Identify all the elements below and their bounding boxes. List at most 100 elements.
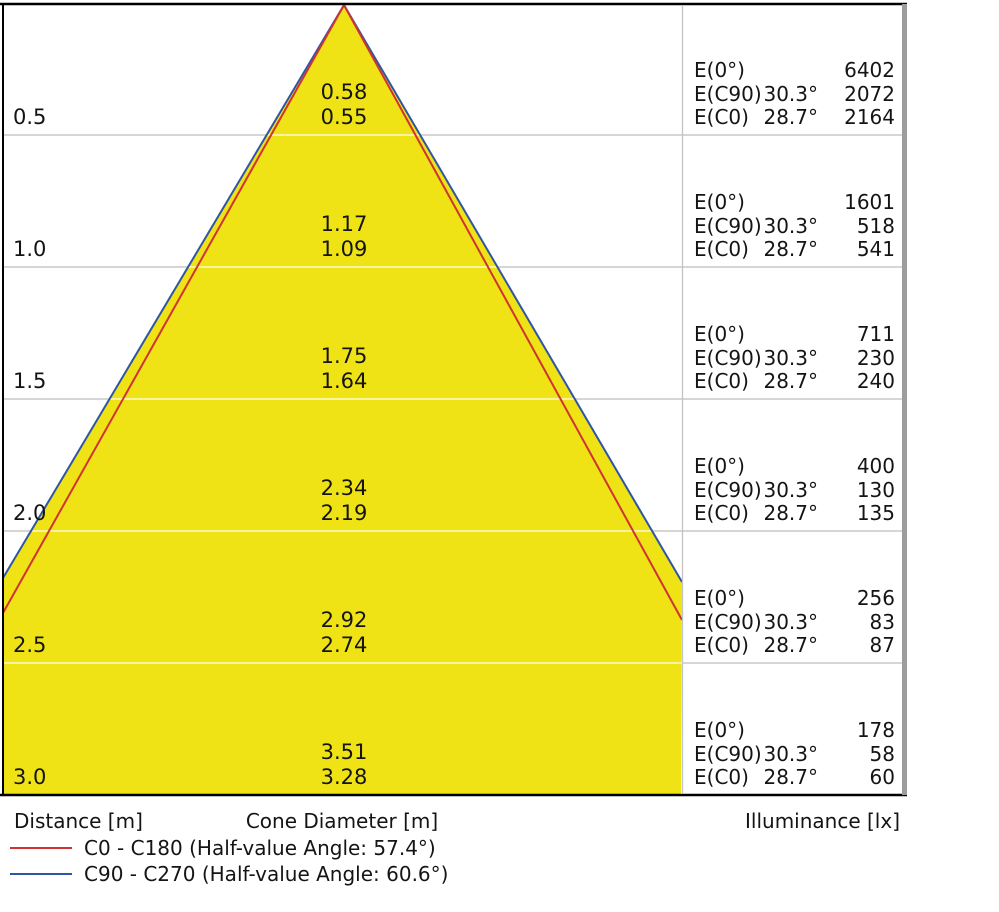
- measure-label-e0: E(0°): [694, 190, 745, 214]
- c0-c180-line-icon: [10, 847, 72, 849]
- measure-label-e0: E(0°): [694, 586, 745, 610]
- cone-diameter-values: 0.58 0.55: [274, 80, 414, 130]
- illuminance-e0-value: 711: [856, 322, 895, 346]
- angle-ec90-value: 30.3°: [763, 609, 818, 634]
- illuminance-measure-labels: E(0°) E(C90) E(C0): [694, 322, 794, 394]
- distance-axis-label: Distance [m]: [14, 809, 143, 833]
- half-angle-values: 30.3° 28.7°: [694, 323, 818, 394]
- angle-ec0-value: 28.7°: [763, 633, 818, 657]
- angle-ec90-value: 30.3°: [763, 81, 818, 106]
- illuminance-ec90-value: 2072: [844, 81, 895, 106]
- cone-diameter-axis-label: Cone Diameter [m]: [245, 809, 439, 833]
- illuminance-values: 1601 518 541: [694, 190, 895, 262]
- measure-label-ec90: E(C90): [694, 345, 762, 370]
- cone-diameter-c0-value: 0.55: [320, 105, 368, 129]
- cone-diameter-values: 1.75 1.64: [274, 344, 414, 394]
- legend-label-c0-c180: C0 - C180 (Half-value Angle: 57.4°): [84, 836, 436, 860]
- c90-c270-line-icon: [10, 873, 72, 875]
- illuminance-measure-labels: E(0°) E(C90) E(C0): [694, 58, 794, 130]
- illuminance-ec0-value: 2164: [844, 105, 895, 129]
- illuminance-values: 400 130 135: [694, 454, 895, 526]
- cone-diameter-c90-value: 2.92: [320, 608, 368, 632]
- illuminance-e0-value: 400: [856, 454, 895, 478]
- measure-label-ec0: E(C0): [694, 237, 749, 261]
- measure-label-ec0: E(C0): [694, 501, 749, 525]
- legend-item-c0-c180: C0 - C180 (Half-value Angle: 57.4°): [10, 835, 436, 861]
- illuminance-measure-labels: E(0°) E(C90) E(C0): [694, 454, 794, 526]
- angle-ec0-value: 28.7°: [763, 105, 818, 129]
- illuminance-ec0-value: 87: [869, 633, 895, 657]
- cone-diameter-values: 2.92 2.74: [274, 608, 414, 658]
- illuminance-values: 6402 2072 2164: [694, 58, 895, 130]
- measure-label-ec90: E(C90): [694, 741, 762, 766]
- distance-tick-label: 2.5: [13, 633, 47, 657]
- illuminance-ec90-value: 518: [856, 213, 895, 238]
- cone-diameter-c0-value: 2.74: [320, 633, 368, 657]
- angle-ec0-value: 28.7°: [763, 237, 818, 261]
- distance-tick-label: 1.0: [13, 237, 47, 261]
- angle-ec90-value: 30.3°: [763, 345, 818, 370]
- cone-diameter-c90-value: 2.34: [320, 476, 368, 500]
- cone-diameter-values: 1.17 1.09: [274, 212, 414, 262]
- distance-tick-label: 3.0: [13, 765, 47, 789]
- angle-ec90-value: 30.3°: [763, 741, 818, 766]
- illuminance-e0-value: 1601: [844, 190, 895, 214]
- illuminance-ec90-value: 230: [856, 345, 895, 370]
- measure-label-ec90: E(C90): [694, 609, 762, 634]
- measure-label-e0: E(0°): [694, 454, 745, 478]
- illuminance-axis-label: Illuminance [lx]: [745, 809, 900, 833]
- cone-diameter-c0-value: 2.19: [320, 501, 368, 525]
- angle-ec90-value: 30.3°: [763, 213, 818, 238]
- cone-diameter-c90-value: 1.17: [320, 212, 368, 236]
- measure-label-ec90: E(C90): [694, 213, 762, 238]
- angle-ec0-value: 28.7°: [763, 501, 818, 525]
- illuminance-measure-labels: E(0°) E(C90) E(C0): [694, 718, 794, 790]
- illuminance-ec90-value: 83: [869, 609, 895, 634]
- half-angle-values: 30.3° 28.7°: [694, 719, 818, 790]
- measure-label-e0: E(0°): [694, 718, 745, 742]
- cone-diameter-c0-value: 1.09: [320, 237, 368, 261]
- cone-chart-canvas: [0, 2, 907, 797]
- cone-diameter-c90-value: 3.51: [320, 740, 368, 764]
- illuminance-measure-labels: E(0°) E(C90) E(C0): [694, 586, 794, 658]
- cone-diameter-c0-value: 3.28: [320, 765, 368, 789]
- distance-tick-label: 2.0: [13, 501, 47, 525]
- cone-diameter-c90-value: 0.58: [320, 80, 368, 104]
- legend-item-c90-c270: C90 - C270 (Half-value Angle: 60.6°): [10, 861, 448, 887]
- measure-label-ec0: E(C0): [694, 633, 749, 657]
- half-angle-values: 30.3° 28.7°: [694, 587, 818, 658]
- illuminance-ec90-value: 130: [856, 477, 895, 502]
- measure-label-ec0: E(C0): [694, 765, 749, 789]
- cone-diameter-values: 2.34 2.19: [274, 476, 414, 526]
- illuminance-ec90-value: 58: [869, 741, 895, 766]
- cone-diameter-c90-value: 1.75: [320, 344, 368, 368]
- measure-label-ec0: E(C0): [694, 105, 749, 129]
- measure-label-ec0: E(C0): [694, 369, 749, 393]
- illuminance-ec0-value: 541: [856, 237, 895, 261]
- illuminance-e0-value: 6402: [844, 58, 895, 82]
- illuminance-e0-value: 178: [856, 718, 895, 742]
- angle-ec0-value: 28.7°: [763, 369, 818, 393]
- half-angle-values: 30.3° 28.7°: [694, 455, 818, 526]
- half-angle-values: 30.3° 28.7°: [694, 59, 818, 130]
- illuminance-ec0-value: 60: [869, 765, 895, 789]
- illuminance-ec0-value: 135: [856, 501, 895, 525]
- measure-label-ec90: E(C90): [694, 81, 762, 106]
- angle-ec0-value: 28.7°: [763, 765, 818, 789]
- cone-diameter-c0-value: 1.64: [320, 369, 368, 393]
- legend-label-c90-c270: C90 - C270 (Half-value Angle: 60.6°): [84, 862, 449, 886]
- illuminance-values: 178 58 60: [694, 718, 895, 790]
- angle-ec90-value: 30.3°: [763, 477, 818, 502]
- measure-label-ec90: E(C90): [694, 477, 762, 502]
- cone-diameter-values: 3.51 3.28: [274, 740, 414, 790]
- illuminance-ec0-value: 240: [856, 369, 895, 393]
- measure-label-e0: E(0°): [694, 58, 745, 82]
- illuminance-values: 256 83 87: [694, 586, 895, 658]
- distance-tick-label: 1.5: [13, 369, 47, 393]
- measure-label-e0: E(0°): [694, 322, 745, 346]
- illuminance-values: 711 230 240: [694, 322, 895, 394]
- illuminance-measure-labels: E(0°) E(C90) E(C0): [694, 190, 794, 262]
- half-angle-values: 30.3° 28.7°: [694, 191, 818, 262]
